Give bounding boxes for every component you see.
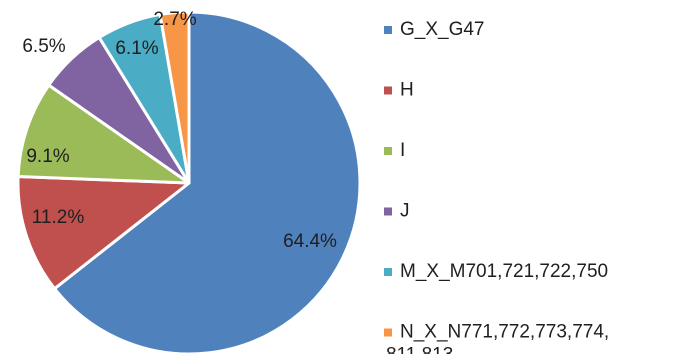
legend-swatch-h	[384, 86, 392, 95]
pie-slice-h	[16, 175, 191, 291]
pie-slice-labels: 64.4% 11.2% 9.1% 6.5% 6.1% 2.7%	[22, 9, 337, 252]
pie-slice-n-x-n771-772-773-774-811-813	[158, 10, 191, 185]
legend-swatch-m-x-m701-721-722-750	[384, 268, 392, 276]
legend-item-j: J	[384, 201, 410, 222]
legend-label-j: J	[400, 201, 410, 222]
slice-label-h: 11.2%	[32, 207, 85, 228]
legend-swatch-n-x-n771-772-773-774-811-813	[384, 328, 392, 337]
slice-label-g-x-g47: 64.4%	[283, 231, 337, 252]
pie-slices	[16, 10, 362, 356]
legend-swatch-g-x-g47	[384, 26, 392, 34]
slice-label-j: 6.5%	[22, 36, 65, 57]
legend-item-m-x-m701-721-722-750: M_X_M701,721,722,750	[384, 261, 608, 282]
legend-swatch-i	[384, 147, 392, 155]
legend-item-h: H	[384, 80, 414, 101]
pie-slice-i	[16, 83, 191, 185]
slice-label-m-x-m701-721-722-750: 6.1%	[115, 38, 158, 59]
pie-slice-g-x-g47	[53, 10, 362, 356]
legend-label-m-x-m701-721-722-750: M_X_M701,721,722,750	[400, 261, 608, 282]
legend-item-n-x-n771-772-773-774-811-813: N_X_N771,772,773,774,811,813	[384, 322, 609, 359]
legend-item-i: I	[384, 140, 405, 161]
legend-label-g-x-g47: G_X_G47	[400, 19, 485, 40]
legend-label-i: I	[400, 140, 405, 161]
legend-swatch-j	[384, 207, 392, 216]
legend-label-h: H	[400, 80, 414, 101]
legend-label-n-x-n771-772-773-774-811-813: N_X_N771,772,773,774,811,813	[386, 322, 609, 354]
legend: G_X_G47 H I J M_X_M701,721,722,750 N_X_N771,7…	[384, 19, 609, 359]
slice-label-n-x-n771-772-773-774-811-813: 2.7%	[153, 9, 196, 30]
legend-item-g-x-g47: G_X_G47	[384, 19, 485, 40]
slice-label-i: 9.1%	[26, 146, 69, 167]
